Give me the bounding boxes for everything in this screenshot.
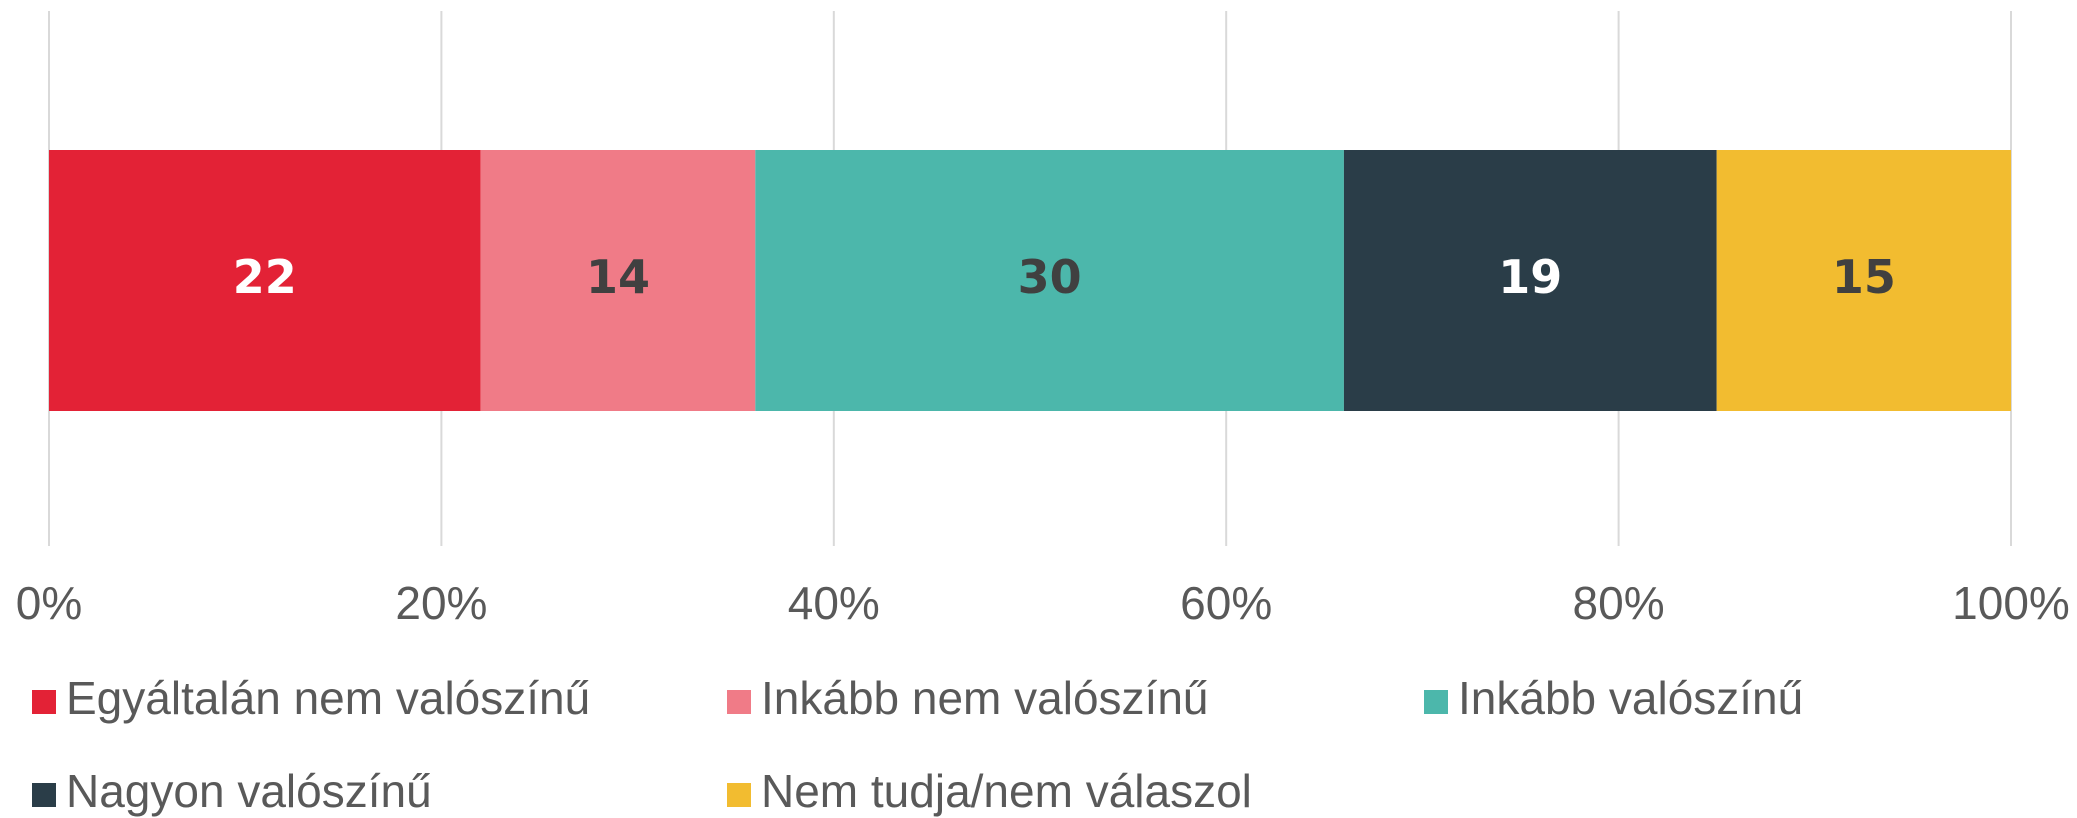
x-tick-label: 80% — [1573, 577, 1665, 629]
x-tick-label: 20% — [395, 577, 487, 629]
legend-swatch — [1424, 690, 1448, 714]
legend-label: Inkább nem valószínű — [761, 672, 1209, 724]
data-label: 22 — [233, 250, 297, 304]
x-tick-label: 40% — [788, 577, 880, 629]
x-tick-label: 0% — [16, 577, 82, 629]
bar-segment — [480, 150, 756, 411]
legend-label: Inkább valószínű — [1458, 672, 1803, 724]
data-label: 19 — [1498, 250, 1562, 304]
legend-label: Egyáltalán nem valószínű — [66, 672, 590, 724]
x-tick-label: 100% — [1952, 577, 2070, 629]
bar-segment — [1716, 150, 2011, 411]
data-label: 15 — [1832, 250, 1896, 304]
legend-label: Nagyon valószínű — [66, 765, 432, 817]
bar-segment — [49, 150, 481, 411]
data-label: 30 — [1018, 250, 1082, 304]
x-tick-label: 60% — [1180, 577, 1272, 629]
legend-label: Nem tudja/nem válaszol — [761, 765, 1252, 817]
bar-segment — [1343, 150, 1717, 411]
bar-segment — [755, 150, 1344, 411]
legend-swatch — [32, 783, 56, 807]
data-label: 14 — [586, 250, 650, 304]
legend-swatch — [727, 783, 751, 807]
legend-swatch — [727, 690, 751, 714]
legend-swatch — [32, 690, 56, 714]
